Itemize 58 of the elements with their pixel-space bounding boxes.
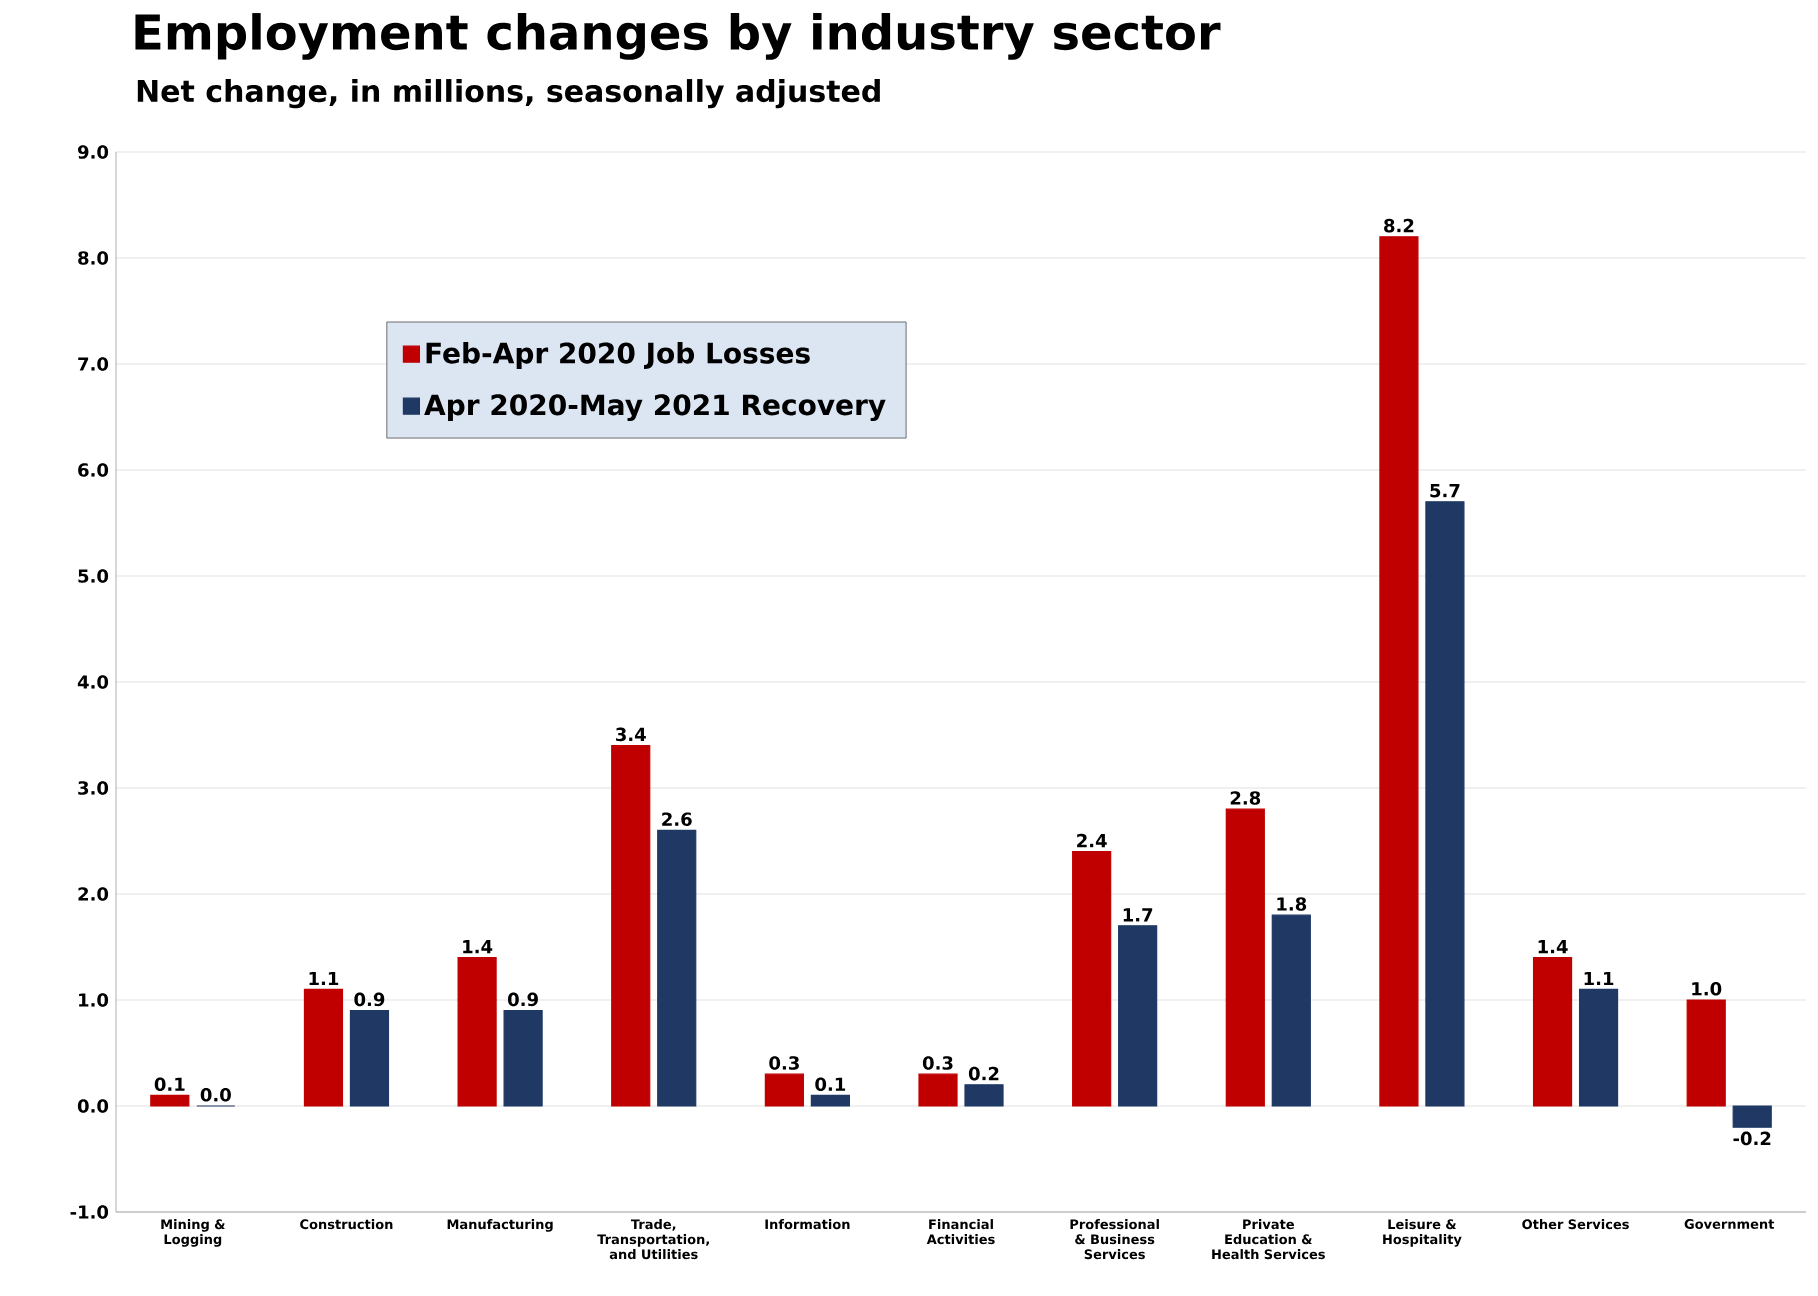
y-tick-label: 4.0 xyxy=(77,675,109,689)
bar xyxy=(503,1010,543,1107)
data-label: 2.8 xyxy=(1230,791,1261,805)
y-tick-label: 9.0 xyxy=(77,145,109,159)
data-label: 0.2 xyxy=(968,1066,999,1081)
y-tick-label: 1.0 xyxy=(79,993,109,1007)
y-tick-label: 6.0 xyxy=(78,463,109,477)
bar xyxy=(810,1094,850,1107)
bar xyxy=(657,829,697,1107)
bar xyxy=(150,1094,190,1107)
bar xyxy=(303,988,344,1107)
y-tick-label: 8.0 xyxy=(78,251,109,265)
data-label: 1.0 xyxy=(1692,981,1722,996)
data-label: 8.2 xyxy=(1384,218,1414,233)
legend-label: Feb-Apr 2020 Job Losses xyxy=(426,342,810,370)
bar xyxy=(764,1073,804,1107)
bar xyxy=(918,1073,958,1107)
data-label: 5.7 xyxy=(1430,484,1460,498)
y-tick-label: 3.0 xyxy=(78,781,109,795)
bar xyxy=(349,1010,390,1107)
data-label: 0.3 xyxy=(769,1056,799,1070)
data-label: 0.9 xyxy=(354,992,385,1007)
data-label: 1.1 xyxy=(1584,971,1614,985)
bar xyxy=(1578,988,1619,1107)
data-label: 0.1 xyxy=(154,1077,185,1091)
y-tick-label: 2.0 xyxy=(78,887,109,901)
bar xyxy=(1732,1105,1772,1128)
data-label: 2.6 xyxy=(662,812,692,826)
bar xyxy=(1686,999,1726,1107)
bar xyxy=(1532,957,1573,1107)
chart-subtitle: Net change, in millions, seasonally adjusted xyxy=(137,79,880,109)
bar xyxy=(1271,914,1311,1107)
data-label: 1.4 xyxy=(463,940,493,954)
bar xyxy=(1118,925,1158,1107)
y-tick-label: 0.0 xyxy=(77,1099,109,1113)
y-tick-label: -1.0 xyxy=(70,1205,109,1219)
data-label: 2.4 xyxy=(1077,833,1107,848)
chart-title: Employment changes by industry sector xyxy=(135,13,1221,60)
y-tick-label: 5.0 xyxy=(78,569,109,583)
data-label: 1.1 xyxy=(309,971,339,985)
data-label: 0.3 xyxy=(922,1056,953,1070)
data-label: 1.8 xyxy=(1277,897,1307,911)
bar xyxy=(457,957,497,1107)
bar xyxy=(1379,236,1419,1107)
data-label: 3.4 xyxy=(615,727,646,742)
data-label: 0.9 xyxy=(508,992,538,1007)
bar xyxy=(1072,850,1112,1107)
data-label: 1.7 xyxy=(1123,908,1153,922)
data-label: -0.2 xyxy=(1733,1131,1771,1146)
bar xyxy=(1225,808,1265,1107)
legend-label: Apr 2020-May 2021 Recovery xyxy=(424,394,886,422)
bar xyxy=(964,1084,1004,1107)
bar xyxy=(1425,501,1465,1107)
y-tick-label: 7.0 xyxy=(78,357,109,371)
data-label: 0.0 xyxy=(200,1087,231,1102)
bar xyxy=(611,745,651,1107)
data-label: 1.4 xyxy=(1538,940,1568,954)
data-label: 0.1 xyxy=(815,1077,846,1091)
